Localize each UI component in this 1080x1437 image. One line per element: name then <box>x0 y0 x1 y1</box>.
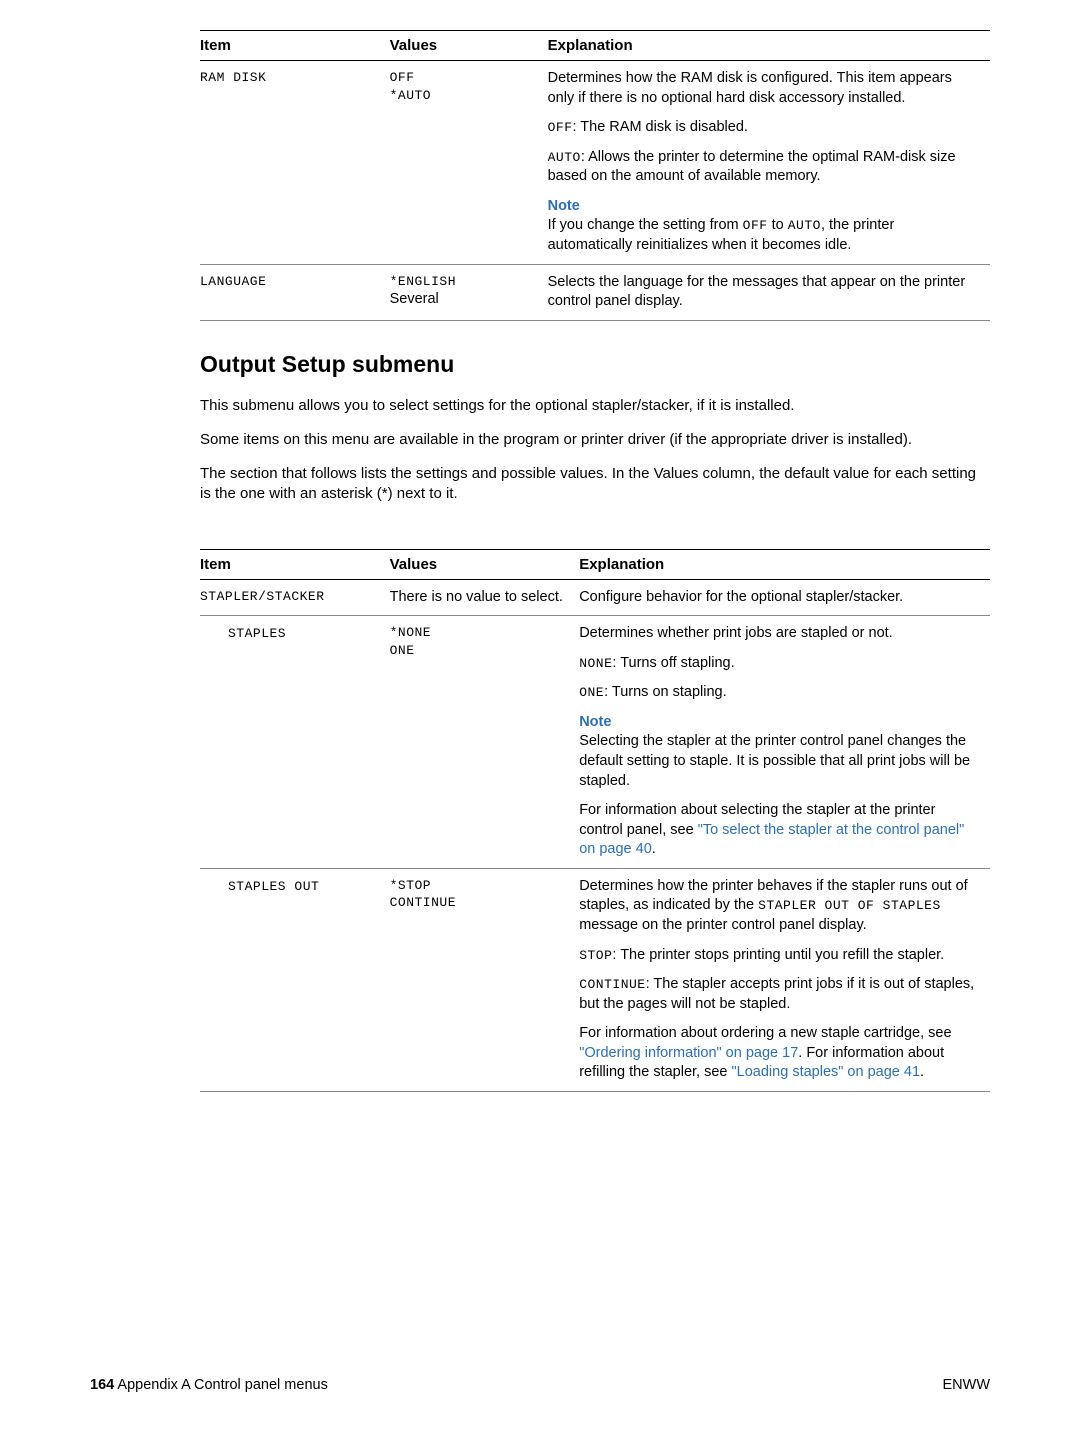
table-row: STAPLES OUT *STOP CONTINUE Determines ho… <box>200 868 990 1091</box>
exp-text: For information about ordering a new sta… <box>579 1025 951 1041</box>
value-option: CONTINUE <box>390 894 570 912</box>
col-values-header: Values <box>390 549 580 579</box>
values-cell: *STOP CONTINUE <box>390 868 580 1091</box>
cross-ref-link[interactable]: "Ordering information" on page 17 <box>579 1045 798 1061</box>
exp-text: For information about selecting the stap… <box>579 801 980 860</box>
note-block: Note Selecting the stapler at the printe… <box>579 713 980 791</box>
output-setup-table: Item Values Explanation STAPLER/STACKER … <box>200 549 990 1092</box>
exp-text: message on the printer control panel dis… <box>579 917 866 933</box>
col-explanation-header: Explanation <box>548 31 990 61</box>
explanation-cell: Determines how the RAM disk is configure… <box>548 61 990 265</box>
code-text: OFF <box>743 218 768 233</box>
item-cell: STAPLES OUT <box>200 868 390 1091</box>
note-label: Note <box>548 197 980 217</box>
exp-text: ONE: Turns on stapling. <box>579 683 980 703</box>
section-heading: Output Setup submenu <box>200 351 990 378</box>
exp-text: Determines whether print jobs are staple… <box>579 624 980 644</box>
explanation-cell: Determines whether print jobs are staple… <box>579 616 990 869</box>
exp-text: OFF: The RAM disk is disabled. <box>548 118 980 138</box>
body-paragraph: Some items on this menu are available in… <box>200 430 990 450</box>
exp-text: to <box>768 217 788 233</box>
explanation-cell: Configure behavior for the optional stap… <box>579 579 990 616</box>
footer-text: Appendix A Control panel menus <box>114 1377 328 1393</box>
code-text: STAPLER OUT OF STAPLES <box>758 898 941 913</box>
exp-text: If you change the setting from <box>548 217 743 233</box>
body-paragraph: The section that follows lists the setti… <box>200 464 990 505</box>
footer-left: 164 Appendix A Control panel menus <box>90 1377 328 1393</box>
table-row: STAPLER/STACKER There is no value to sel… <box>200 579 990 616</box>
explanation-cell: Selects the language for the messages th… <box>548 264 990 320</box>
item-cell: STAPLER/STACKER <box>200 579 390 616</box>
exp-text: : Turns on stapling. <box>604 684 727 700</box>
item-cell: LANGUAGE <box>200 264 390 320</box>
code-text: ONE <box>579 685 604 700</box>
page-footer: 164 Appendix A Control panel menus ENWW <box>90 1377 990 1393</box>
col-explanation-header: Explanation <box>579 549 990 579</box>
exp-text: : The RAM disk is disabled. <box>573 119 748 135</box>
cross-ref-link[interactable]: "Loading staples" on page 41 <box>732 1064 920 1080</box>
exp-text: Determines how the RAM disk is configure… <box>548 69 980 108</box>
exp-text: . <box>920 1064 924 1080</box>
values-cell: *ENGLISH Several <box>390 264 548 320</box>
item-cell: STAPLES <box>200 616 390 869</box>
col-item-header: Item <box>200 31 390 61</box>
code-text: NONE <box>579 656 612 671</box>
body-paragraph: This submenu allows you to select settin… <box>200 396 990 416</box>
code-text: AUTO <box>548 150 581 165</box>
item-text: STAPLES OUT <box>200 878 319 896</box>
note-label: Note <box>579 713 980 733</box>
values-cell: OFF *AUTO <box>390 61 548 265</box>
page-number: 164 <box>90 1377 114 1393</box>
value-option: *STOP <box>390 877 570 895</box>
exp-text: Determines how the printer behaves if th… <box>579 877 980 936</box>
value-option: Several <box>390 290 538 310</box>
values-cell: *NONE ONE <box>390 616 580 869</box>
note-block: Note If you change the setting from OFF … <box>548 197 980 256</box>
explanation-cell: Determines how the printer behaves if th… <box>579 868 990 1091</box>
code-text: STOP <box>579 948 612 963</box>
values-cell: There is no value to select. <box>390 579 580 616</box>
col-values-header: Values <box>390 31 548 61</box>
exp-text: CONTINUE: The stapler accepts print jobs… <box>579 975 980 1014</box>
exp-text: : The printer stops printing until you r… <box>612 947 944 963</box>
code-text: CONTINUE <box>579 977 645 992</box>
exp-text: : Allows the printer to determine the op… <box>548 149 956 185</box>
col-item-header: Item <box>200 549 390 579</box>
system-setup-table: Item Values Explanation RAM DISK OFF *AU… <box>200 30 990 321</box>
table-row: LANGUAGE *ENGLISH Several Selects the la… <box>200 264 990 320</box>
item-cell: RAM DISK <box>200 61 390 265</box>
value-option: ONE <box>390 642 570 660</box>
exp-text: For information about ordering a new sta… <box>579 1024 980 1083</box>
exp-text: STOP: The printer stops printing until y… <box>579 946 980 966</box>
footer-right: ENWW <box>942 1377 990 1393</box>
value-option: *NONE <box>390 624 570 642</box>
exp-text: : Turns off stapling. <box>612 655 734 671</box>
code-text: AUTO <box>788 218 821 233</box>
exp-text: . <box>652 841 656 857</box>
value-option: *AUTO <box>390 87 538 105</box>
table-row: STAPLES *NONE ONE Determines whether pri… <box>200 616 990 869</box>
value-option: OFF <box>390 69 538 87</box>
code-text: OFF <box>548 120 573 135</box>
item-text: STAPLES <box>200 625 286 643</box>
exp-text: Selecting the stapler at the printer con… <box>579 733 970 788</box>
exp-text: NONE: Turns off stapling. <box>579 654 980 674</box>
table-row: RAM DISK OFF *AUTO Determines how the RA… <box>200 61 990 265</box>
exp-text: AUTO: Allows the printer to determine th… <box>548 148 980 187</box>
value-option: *ENGLISH <box>390 273 538 291</box>
